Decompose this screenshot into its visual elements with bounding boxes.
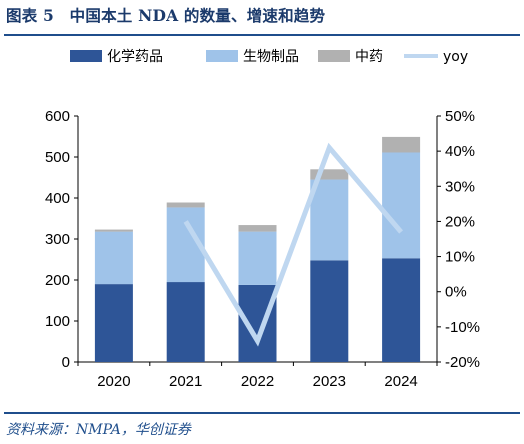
legend-swatch (70, 50, 102, 62)
title-rule (4, 34, 520, 36)
y-tick-label: 500 (45, 149, 70, 166)
x-tick-label: 2022 (241, 373, 274, 390)
y2-tick-label: 40% (445, 143, 475, 160)
bar-segment (94, 284, 133, 362)
y-tick-label: 600 (45, 108, 70, 125)
legend-swatch (318, 50, 350, 62)
yoy-line (183, 142, 404, 347)
bar-segment (382, 136, 421, 153)
y-tick-label: 200 (45, 272, 70, 289)
y-tick-label: 400 (45, 190, 70, 207)
y2-tick-label: -20% (445, 354, 480, 371)
bar-segment (94, 229, 133, 232)
legend-item: 中药 (318, 49, 383, 65)
bar-segment (166, 202, 205, 208)
y2-tick-label: 30% (445, 178, 475, 195)
source-note: 资料来源：NMPA，华创证券 (6, 422, 191, 438)
bar-segment (382, 152, 421, 259)
legend-item: 化学药品 (70, 49, 163, 65)
y2-tick-label: 10% (445, 249, 475, 266)
legend-label: 生物制品 (243, 49, 299, 65)
legend-label: 化学药品 (107, 49, 163, 65)
bar-segment (310, 260, 349, 362)
y2-tick-label: 50% (445, 108, 475, 125)
bar-segment (382, 258, 421, 362)
chart: 化学药品 生物制品 中药 yoy 0 100 200 300 400 500 600 -20% -10… (45, 49, 480, 390)
legend-label: yoy (443, 49, 468, 65)
y-tick-label: 300 (45, 231, 70, 248)
legend-item: 生物制品 (206, 49, 299, 65)
bar-segment (94, 231, 133, 285)
bar-segment (238, 231, 277, 285)
y2-tick-label: -10% (445, 319, 480, 336)
y2-tick-label: 0% (445, 284, 467, 301)
bar-segment (166, 282, 205, 362)
plot-area: 0 100 200 300 400 500 600 -20% -10% 0% 10% 20% 30% 40… (45, 108, 480, 390)
x-tick-label: 2020 (97, 373, 130, 390)
y-tick-label: 0 (62, 354, 70, 371)
bar-segment (310, 169, 349, 180)
x-tick-label: 2023 (313, 373, 346, 390)
x-tick-label: 2024 (384, 373, 417, 390)
bar-segment (310, 179, 349, 261)
legend: 化学药品 生物制品 中药 yoy (70, 49, 468, 65)
y-tick-label: 100 (45, 313, 70, 330)
x-tick-label: 2021 (169, 373, 202, 390)
bar-segment (238, 225, 277, 232)
figure-title: 图表 5 中国本土 NDA 的数量、增速和趋势 (6, 6, 326, 25)
legend-label: 中药 (355, 49, 383, 65)
legend-swatch (206, 50, 238, 62)
source-rule (4, 412, 520, 414)
y2-tick-label: 20% (445, 213, 475, 230)
legend-item: yoy (404, 49, 468, 65)
